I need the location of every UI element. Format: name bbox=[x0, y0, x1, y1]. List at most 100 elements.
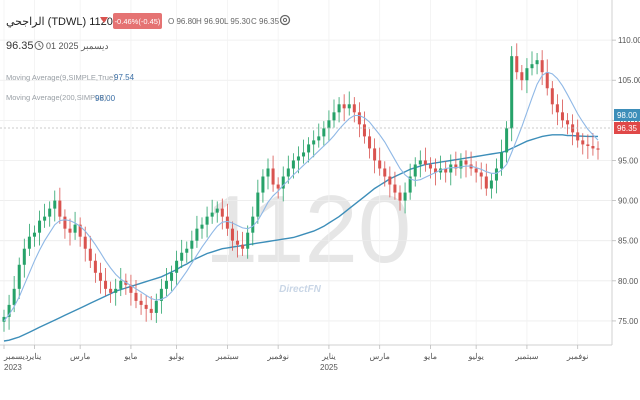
x-tick-year: 2023 bbox=[4, 363, 22, 372]
candle bbox=[398, 185, 402, 211]
candle bbox=[119, 267, 123, 297]
candle bbox=[317, 123, 321, 148]
candle bbox=[281, 166, 285, 202]
x-tick-label: يوليو bbox=[467, 352, 483, 361]
candle bbox=[596, 141, 600, 160]
candle bbox=[454, 151, 458, 176]
candle bbox=[576, 119, 580, 148]
x-tick-label: سبتمبر bbox=[514, 352, 538, 361]
candle bbox=[286, 155, 290, 184]
candle bbox=[27, 223, 31, 256]
ma200-indicator-label[interactable]: Moving Average(200,SIMPLE) bbox=[6, 93, 107, 102]
candle bbox=[459, 153, 463, 179]
x-tick-label: نوفمبر bbox=[266, 352, 289, 361]
x-tick-label: يناير bbox=[27, 352, 42, 361]
candle bbox=[444, 161, 448, 183]
x-tick-label: ديسمبر bbox=[3, 352, 29, 361]
candle bbox=[479, 162, 483, 190]
candle bbox=[241, 231, 245, 256]
candle bbox=[205, 206, 209, 238]
candle bbox=[418, 150, 422, 178]
candle bbox=[307, 137, 311, 163]
x-tick-label: مارس bbox=[370, 352, 390, 361]
candle bbox=[53, 190, 57, 222]
candle bbox=[144, 294, 148, 322]
candle bbox=[383, 161, 387, 187]
candle bbox=[185, 241, 189, 263]
price-date: ديسمبر 2025 01 bbox=[46, 41, 109, 52]
ma200-layer bbox=[3, 134, 598, 342]
candle bbox=[159, 278, 163, 314]
candle bbox=[515, 43, 519, 80]
candle bbox=[474, 161, 478, 183]
candle bbox=[535, 52, 539, 75]
ma9-layer bbox=[3, 71, 599, 322]
candle bbox=[327, 110, 331, 142]
candle bbox=[38, 210, 42, 246]
candle bbox=[368, 129, 372, 159]
candle bbox=[530, 51, 534, 76]
x-tick-label: مايو bbox=[123, 352, 137, 361]
candle bbox=[78, 217, 82, 247]
y-tick-label: 90.00 bbox=[618, 197, 639, 206]
candle bbox=[68, 218, 72, 246]
candle bbox=[296, 146, 300, 174]
gear-icon[interactable] bbox=[279, 14, 291, 26]
x-tick-label: مايو bbox=[423, 352, 437, 361]
candle bbox=[83, 226, 87, 262]
candle bbox=[93, 253, 97, 283]
candle bbox=[134, 280, 138, 309]
candle bbox=[489, 173, 493, 199]
last-price-tag bbox=[614, 122, 640, 134]
symbol-title: الراجحي (TDWL) 1120 bbox=[6, 16, 113, 28]
candle bbox=[22, 238, 26, 278]
grid-lines bbox=[0, 0, 612, 345]
candle bbox=[63, 209, 67, 239]
x-tick-label: نوفمبر bbox=[566, 352, 589, 361]
y-tick-label: 110.00 bbox=[618, 36, 640, 45]
y-tick-label: 85.00 bbox=[618, 237, 639, 246]
candle bbox=[337, 97, 341, 123]
candle bbox=[220, 198, 224, 230]
x-tick-year: 2025 bbox=[320, 363, 338, 372]
candle bbox=[545, 59, 549, 96]
last-price-tag-text: 96.35 bbox=[617, 124, 638, 133]
candle bbox=[505, 121, 509, 163]
candle bbox=[58, 187, 62, 224]
ma200-price-tag-text: 98.00 bbox=[617, 111, 638, 120]
candle bbox=[464, 150, 468, 178]
clock-icon bbox=[34, 41, 44, 50]
candle bbox=[494, 158, 498, 194]
x-tick-label: يوليو bbox=[168, 352, 184, 361]
candle bbox=[109, 281, 113, 303]
candle bbox=[190, 230, 194, 262]
candle bbox=[566, 113, 570, 135]
x-tick-label: يناير bbox=[321, 352, 336, 361]
ma9-indicator-label[interactable]: Moving Average(9,SIMPLE,True) bbox=[6, 73, 116, 82]
candle bbox=[520, 64, 524, 91]
candle bbox=[215, 201, 219, 223]
candle bbox=[352, 97, 356, 123]
candle bbox=[373, 138, 377, 174]
candle bbox=[175, 250, 179, 286]
candle bbox=[555, 94, 559, 126]
candle bbox=[332, 99, 336, 128]
candle bbox=[195, 215, 199, 248]
y-tick-label: 105.00 bbox=[618, 76, 640, 85]
candle bbox=[357, 102, 361, 138]
candle bbox=[225, 203, 229, 236]
candle bbox=[149, 296, 153, 321]
candle bbox=[540, 50, 544, 86]
candle bbox=[98, 262, 102, 294]
ma200-price-tag bbox=[614, 109, 640, 121]
candle bbox=[560, 99, 564, 128]
candle bbox=[129, 274, 133, 306]
x-tick-label: سبتمبر bbox=[215, 352, 239, 361]
ma200-indicator-value: 98.00 bbox=[95, 94, 116, 103]
candle bbox=[170, 265, 174, 291]
candle bbox=[581, 133, 585, 155]
brand-watermark: DirectFN bbox=[279, 284, 321, 295]
y-tick-label: 75.00 bbox=[618, 317, 639, 326]
ohlc-low: L 95.30 bbox=[224, 17, 251, 26]
